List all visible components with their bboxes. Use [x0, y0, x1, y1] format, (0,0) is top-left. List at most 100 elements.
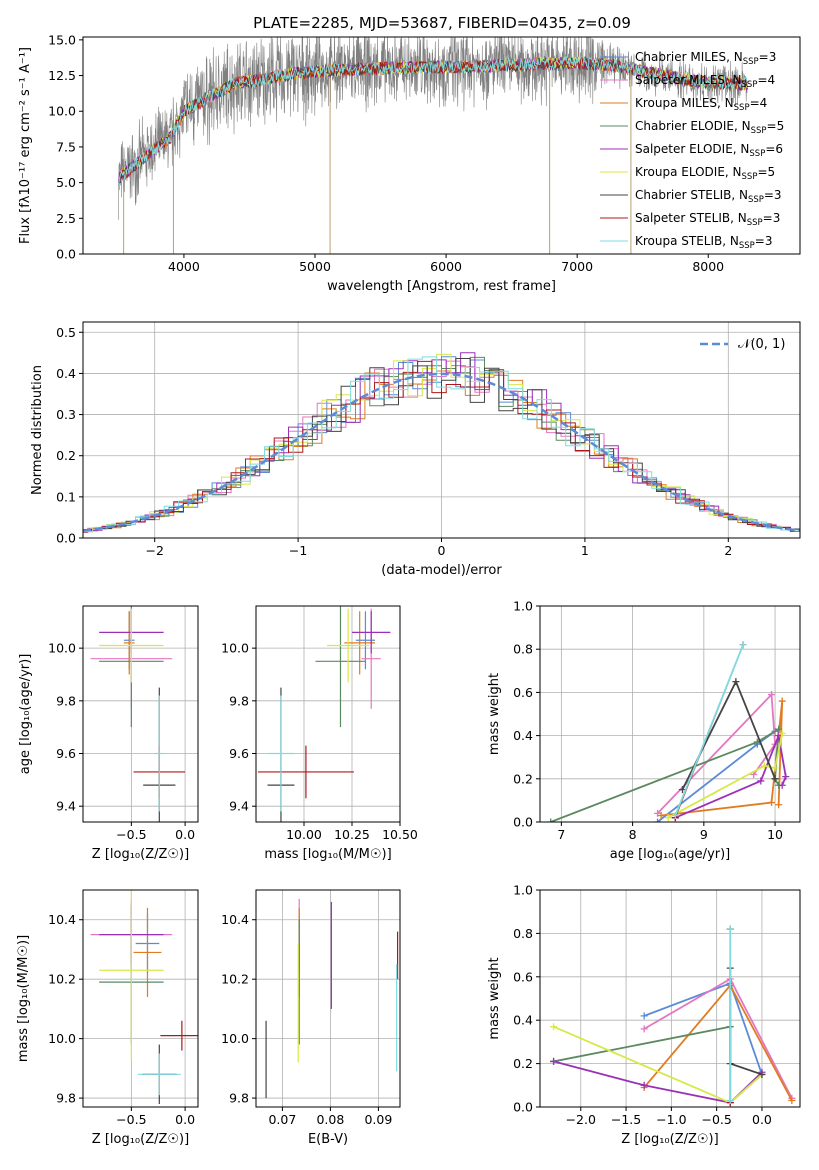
plot-area-spectrum: [117, 37, 749, 254]
data-point: [664, 814, 672, 822]
data-point: [778, 781, 786, 789]
data-point: [640, 1025, 648, 1033]
y-tick-label: 0.0: [513, 815, 533, 830]
y-tick-label: 9.6: [229, 746, 249, 761]
x-tick-label: 0.09: [364, 1112, 392, 1127]
y-tick-label: 0.4: [513, 728, 533, 743]
legend-label: Kroupa ELODIE, NSSP=5: [635, 165, 775, 182]
data-point: [654, 809, 662, 817]
legend-label: Salpeter ELODIE, NSSP=6: [635, 142, 783, 159]
legend-label: 𝒩(0, 1): [738, 337, 785, 352]
axes-residuals: −2 −1 0 1 2 0.0 0.1 0.2 0.3 0.4 0.5 (data-model)/er…: [30, 321, 801, 578]
legend-label: Salpeter STELIB, NSSP=3: [635, 211, 780, 228]
y-tick-label: 0.0: [56, 247, 76, 262]
x-tick-label: −1: [289, 543, 307, 558]
x-tick-label: 2: [724, 543, 732, 558]
y-tick-label: 0.0: [513, 1100, 533, 1115]
x-tick-label: 8000: [692, 259, 724, 274]
plot-area-age-vs-Z: [90, 606, 186, 822]
axes-frame: [82, 889, 199, 1108]
y-tick-label: 10.0: [48, 641, 76, 656]
y-tick-label: 10.0: [221, 1031, 249, 1046]
data-point: [726, 925, 734, 933]
y-tick-label: 9.8: [229, 1091, 249, 1106]
data-point: [657, 812, 665, 820]
model-spectrum: [117, 57, 749, 185]
y-tick-label: 7.5: [56, 139, 76, 154]
x-tick-label: 10.25: [334, 827, 370, 842]
data-point: [760, 762, 768, 770]
y-tick-label: 0.1: [56, 489, 76, 504]
axes-spectrum: 4000 5000 6000 7000 8000 0.0 2.5 5.0 7.5 10.0 12.5…: [18, 32, 801, 294]
axes-frame: [82, 36, 801, 255]
plot-area-mass-vs-ebv: [265, 898, 399, 1099]
data-point: [768, 691, 776, 699]
x-tick-label: 7: [557, 827, 565, 842]
data-point: [739, 641, 747, 649]
histogram-step: [83, 365, 800, 533]
x-tick-label: 4000: [168, 259, 200, 274]
model-spectrum: [117, 56, 749, 185]
x-tick-label: −0.5: [116, 827, 146, 842]
y-tick-label: 1.0: [513, 599, 533, 614]
plot-area-mass-vs-Z: [90, 890, 198, 1105]
x-tick-label: 10.50: [382, 827, 418, 842]
y-tick-label: 0.2: [56, 448, 76, 463]
legend-label: Kroupa STELIB, NSSP=3: [635, 234, 773, 251]
y-tick-label: 0.0: [56, 531, 76, 546]
y-tick-label: 0.6: [513, 969, 533, 984]
y-tick-label: 0.5: [56, 325, 76, 340]
x-tick-label: −0.5: [116, 1112, 146, 1127]
plot-area-residuals: [83, 352, 800, 534]
x-tick-label: 9: [700, 827, 708, 842]
data-point: [778, 729, 786, 737]
y-tick-label: 10.2: [221, 972, 249, 987]
x-axis-label: Z [log₁₀(Z/Z☉)]: [621, 1132, 718, 1147]
data-point: [640, 1081, 648, 1089]
data-point: [547, 818, 555, 822]
y-tick-label: 0.6: [513, 685, 533, 700]
x-tick-label: 6000: [430, 259, 462, 274]
data-point: [732, 678, 740, 686]
x-tick-label: 0.0: [175, 1112, 195, 1127]
y-axis-label: mass [log₁₀(M/M☉)]: [16, 935, 31, 1062]
axes-frame: [255, 605, 401, 823]
y-tick-label: 0.4: [513, 1013, 533, 1028]
x-tick-label: 1: [581, 543, 589, 558]
y-tick-label: 10.4: [221, 912, 249, 927]
y-tick-label: 10.0: [48, 1031, 76, 1046]
data-point: [550, 1023, 558, 1031]
x-tick-label: −0.5: [701, 1112, 731, 1127]
data-point: [782, 773, 790, 781]
data-point: [726, 1096, 734, 1104]
plot-area-age-vs-mass: [257, 606, 391, 822]
axes-age-vs-mass: 10.00 10.25 10.50 9.4 9.6 9.8 10.0 mass [log₁₀(…: [221, 605, 418, 862]
x-tick-label: −2: [145, 543, 163, 558]
data-point: [771, 764, 779, 772]
y-tick-label: 9.8: [56, 1091, 76, 1106]
y-axis-label: mass weight: [487, 673, 502, 755]
y-axis-label: age [log₁₀(age/yr)]: [18, 654, 33, 775]
x-axis-label: wavelength [Angstrom, rest frame]: [327, 279, 556, 294]
data-point: [671, 812, 679, 820]
x-tick-label: 10.00: [286, 827, 322, 842]
data-point: [778, 697, 786, 705]
x-tick-label: −2.0: [566, 1112, 596, 1127]
model-spectrum: [117, 56, 749, 185]
y-tick-label: 5.0: [56, 175, 76, 190]
axes-frame: [539, 889, 801, 1108]
y-axis-label: Flux [fλ10⁻¹⁷ erg cm⁻² s⁻¹ A⁻¹]: [18, 47, 33, 244]
x-axis-label: mass [log₁₀(M/M☉)]: [264, 847, 391, 862]
x-axis-label: (data-model)/error: [381, 563, 502, 578]
x-tick-label: 7000: [561, 259, 593, 274]
figure-title: PLATE=2285, MJD=53687, FIBERID=0435, z=0…: [253, 14, 631, 32]
y-tick-label: 0.4: [56, 366, 76, 381]
x-tick-label: 0: [438, 543, 446, 558]
y-tick-label: 0.2: [513, 771, 533, 786]
axes-weight-vs-Z: −2.0 −1.5 −1.0 −0.5 0.0 0.0 0.2 0.4 0.6 0.8 1.0 Z […: [487, 883, 801, 1147]
x-tick-label: 0.0: [752, 1112, 772, 1127]
plot-area-weight-vs-age: [547, 641, 790, 822]
plot-area-weight-vs-Z: [550, 925, 796, 1107]
y-tick-label: 12.5: [48, 68, 76, 83]
x-axis-label: E(B-V): [308, 1132, 348, 1147]
